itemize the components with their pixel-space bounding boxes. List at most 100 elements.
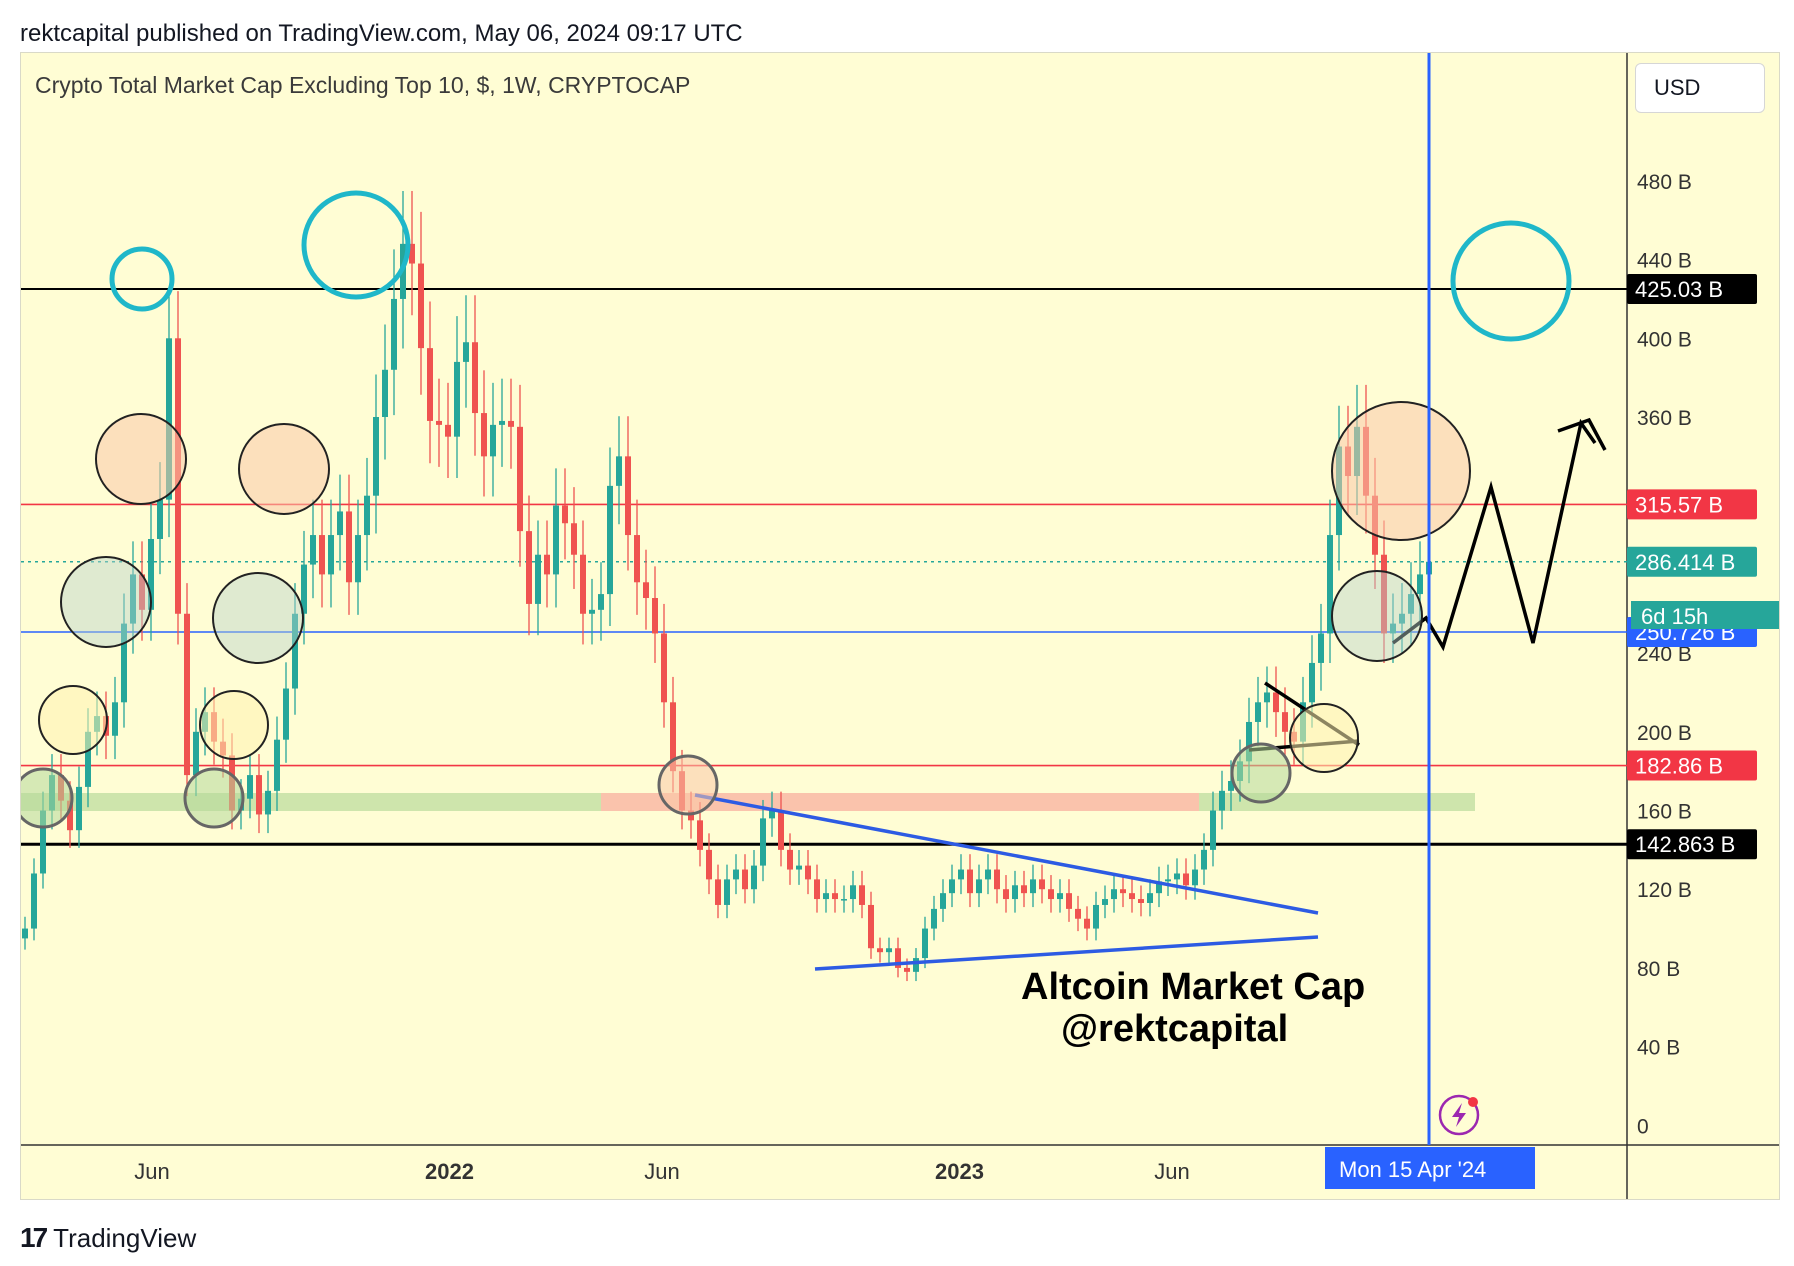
candle-body <box>598 594 604 610</box>
candle-body <box>301 564 307 614</box>
chart-background <box>21 53 1627 1145</box>
y-tick-label: 440 B <box>1637 250 1692 273</box>
candle-body <box>1228 781 1234 791</box>
candle-body <box>1246 721 1252 762</box>
candle-body <box>112 702 118 736</box>
candle-body <box>373 417 379 496</box>
candle-body <box>1084 918 1090 929</box>
overlay-title-line1: Altcoin Market Cap <box>1021 966 1365 1008</box>
candle-body <box>1147 893 1153 903</box>
grey-circle-1 <box>60 556 152 648</box>
candle-body <box>1282 712 1288 732</box>
candle-body <box>472 342 478 414</box>
candle-body <box>949 879 955 894</box>
candle-body <box>463 342 469 362</box>
candle-body <box>1408 594 1414 614</box>
candle-body <box>148 538 154 610</box>
candle-body <box>553 505 559 575</box>
chart-frame: Crypto Total Market Cap Excluding Top 10… <box>20 52 1780 1200</box>
candle-body <box>616 456 622 486</box>
annotations <box>21 190 1607 971</box>
price-label-text: 142.863 B <box>1635 832 1735 857</box>
candle-body <box>580 554 586 614</box>
candle-body <box>355 535 361 583</box>
candle-body <box>157 499 163 539</box>
candle-body <box>292 613 298 689</box>
alert-lightning-icon[interactable] <box>1438 1094 1480 1136</box>
candle-body <box>1183 873 1189 886</box>
candle-body <box>1048 889 1054 900</box>
countdown-text: 6d 15h <box>1641 604 1708 629</box>
cyan-circle-2 <box>301 190 411 300</box>
price-label-text: 315.57 B <box>1635 492 1723 517</box>
candle-body <box>643 582 649 599</box>
candle-body <box>427 348 433 421</box>
x-tick-label: Jun <box>1154 1159 1189 1184</box>
y-tick-label: 0 <box>1637 1115 1649 1138</box>
chart-svg[interactable]: Crypto Total Market Cap Excluding Top 10… <box>21 53 1779 1199</box>
candle-body <box>1192 869 1198 886</box>
candle-body <box>508 420 514 427</box>
candle-body <box>454 361 460 437</box>
price-label-text: 425.03 B <box>1635 277 1723 302</box>
candle-body <box>1156 881 1162 894</box>
candle-body <box>814 879 820 900</box>
candle-body <box>1201 849 1207 870</box>
candle-body <box>652 598 658 634</box>
candle-body <box>967 869 973 894</box>
candle-body <box>922 928 928 959</box>
candle-body <box>1021 885 1027 894</box>
candle-body <box>517 426 523 532</box>
candle-body <box>895 948 901 968</box>
candle-body <box>1399 613 1405 624</box>
candle-body <box>337 511 343 536</box>
price-label-text: 182.86 B <box>1635 754 1723 779</box>
candle-body <box>256 775 262 815</box>
candle-body <box>544 554 550 575</box>
candle-body <box>409 243 415 264</box>
y-tick-label: 160 B <box>1637 801 1692 824</box>
candle-body <box>481 413 487 457</box>
candle-body <box>832 893 838 900</box>
yellow-circle-1 <box>38 685 108 755</box>
y-tick-label: 80 B <box>1637 958 1680 981</box>
candle-body <box>526 531 532 604</box>
orange-circle-1 <box>95 413 187 505</box>
candle-body <box>1075 908 1081 919</box>
candle-body <box>715 879 721 905</box>
candle-body <box>697 820 703 850</box>
price-label-bg <box>1627 489 1757 520</box>
candle-body <box>931 908 937 929</box>
candle-body <box>283 688 289 740</box>
x-tick-label: 2022 <box>425 1159 474 1184</box>
candle-body <box>1390 623 1396 634</box>
candle-body <box>670 702 676 772</box>
tradingview-logo[interactable]: 17 TradingView <box>20 1222 196 1254</box>
price-label-bg <box>1627 829 1757 860</box>
candle-body <box>1066 893 1072 909</box>
candle-body <box>571 523 577 555</box>
candle-body <box>1111 889 1117 900</box>
candle-body <box>364 495 370 536</box>
candle-body <box>445 424 451 437</box>
candle-body <box>1102 899 1108 905</box>
candle-body <box>859 885 865 905</box>
candle-body <box>328 535 334 575</box>
yellow-circle-2 <box>199 690 269 760</box>
candle-body <box>1219 790 1225 811</box>
candle-body <box>688 810 694 821</box>
green-circle-3 <box>1230 742 1292 804</box>
overlay-title-line2: @rektcapital <box>1061 1008 1288 1050</box>
candle-body <box>436 420 442 425</box>
candle-body <box>391 298 397 370</box>
candle-body <box>310 535 316 565</box>
candle-body <box>1003 889 1009 900</box>
countdown-badge <box>1631 601 1779 629</box>
price-label-bg <box>1627 546 1757 577</box>
candle-body <box>1057 893 1063 900</box>
candle-body <box>535 554 541 604</box>
published-header: rektcapital published on TradingView.com… <box>20 20 743 47</box>
currency-button[interactable]: USD <box>1635 63 1765 113</box>
cyan-circle-target <box>1450 220 1572 342</box>
candle-body <box>706 849 712 880</box>
